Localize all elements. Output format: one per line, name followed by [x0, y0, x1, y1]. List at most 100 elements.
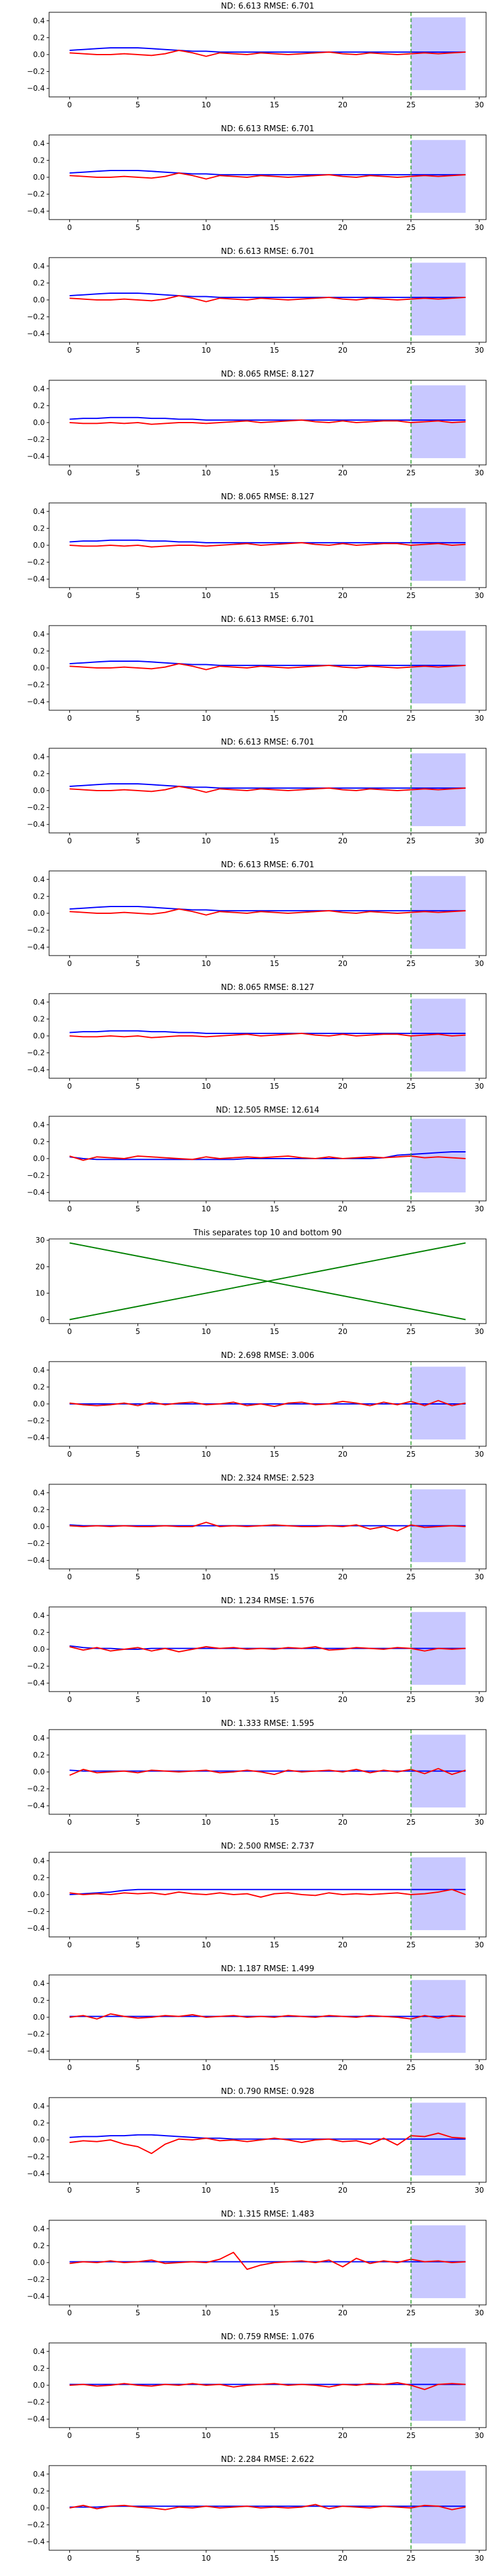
y-tick-label: −0.4: [27, 1924, 45, 1933]
y-tick-label: 0.0: [33, 2258, 45, 2267]
x-tick-label: 0: [68, 1695, 72, 1704]
x-tick-label: 20: [338, 1205, 347, 1213]
subplot-15: ND: 1.333 RMSE: 1.595 0 5 10 15 20 25 30 −0.4 −0.…: [27, 1719, 487, 1827]
y-tick-label: 0.0: [33, 2504, 45, 2512]
x-tick-label: 25: [406, 1941, 416, 1949]
y-tick-label: 0.4: [33, 1489, 45, 1497]
x-tick-label: 0: [68, 591, 72, 600]
prediction-line: [69, 293, 466, 298]
x-tick-label: 25: [406, 2309, 416, 2317]
y-tick-label: 0.4: [33, 17, 45, 25]
y-tick-label: 0.2: [33, 1628, 45, 1636]
x-tick-label: 25: [406, 101, 416, 109]
x-tick-label: 0: [68, 346, 72, 355]
x-tick-label: 10: [201, 346, 211, 355]
actual-line: [69, 2013, 466, 2020]
actual-line: [69, 2252, 466, 2270]
y-tick-label: 0.4: [33, 1121, 45, 1129]
prediction-line: [69, 539, 466, 543]
x-tick-label: 20: [338, 2431, 347, 2440]
y-tick-label: −0.4: [27, 2537, 45, 2546]
x-tick-label: 20: [338, 2063, 347, 2072]
y-tick-label: 0.0: [33, 2013, 45, 2022]
y-tick-label: 0.0: [33, 1768, 45, 1776]
x-tick-label: 30: [474, 1082, 484, 1091]
y-tick-label: 0.2: [33, 1996, 45, 2004]
subplot-title: ND: 8.065 RMSE: 8.127: [221, 370, 314, 379]
x-tick-label: 20: [338, 346, 347, 355]
y-tick-label: 0.4: [33, 998, 45, 1006]
subplot-title: ND: 2.698 RMSE: 3.006: [221, 1351, 314, 1360]
actual-line: [69, 1155, 466, 1161]
x-tick-label: 10: [201, 2431, 211, 2440]
x-tick-label: 0: [68, 1327, 72, 1336]
actual-line: [69, 1522, 466, 1531]
x-tick-label: 5: [136, 223, 141, 232]
x-tick-label: 25: [406, 714, 416, 723]
x-tick-label: 10: [201, 1573, 211, 1581]
x-tick-label: 30: [474, 1327, 484, 1336]
x-tick-label: 30: [474, 1695, 484, 1704]
y-tick-label: 0.2: [33, 2118, 45, 2127]
x-tick-label: 25: [406, 591, 416, 600]
y-tick-label: −0.4: [27, 2047, 45, 2055]
x-tick-label: 30: [474, 346, 484, 355]
y-tick-label: −0.2: [27, 1662, 45, 1671]
x-tick-label: 0: [68, 2063, 72, 2072]
x-tick-label: 30: [474, 2063, 484, 2072]
y-tick-label: 0.2: [33, 2364, 45, 2372]
x-tick-label: 20: [338, 101, 347, 109]
x-tick-label: 5: [136, 2309, 141, 2317]
y-tick-label: 0.2: [33, 769, 45, 778]
y-tick-label: −0.2: [27, 1417, 45, 1425]
subplot-2: ND: 6.613 RMSE: 6.701 0 5 10 15 20 25 30 −0.4 −0.…: [27, 125, 487, 232]
x-tick-label: 15: [269, 101, 279, 109]
y-tick-label: 0.2: [33, 524, 45, 532]
y-tick-label: 0.4: [33, 385, 45, 393]
y-tick-label: 0.0: [33, 418, 45, 427]
x-tick-label: 30: [474, 591, 484, 600]
subplot-9: ND: 8.065 RMSE: 8.127 0 5 10 15 20 25 30 −0.4 −0.…: [27, 983, 487, 1091]
y-tick-label: −0.4: [27, 329, 45, 338]
subplot-title: This separates top 10 and bottom 90: [193, 1229, 341, 1238]
x-tick-label: 30: [474, 1941, 484, 1949]
x-tick-label: 20: [338, 1450, 347, 1459]
x-tick-label: 20: [338, 837, 347, 845]
x-tick-label: 25: [406, 2554, 416, 2563]
actual-line: [69, 2133, 466, 2155]
actual-line: [69, 1032, 466, 1038]
x-tick-label: 5: [136, 1573, 141, 1581]
x-tick-label: 5: [136, 346, 141, 355]
y-tick-label: 0.0: [33, 296, 45, 304]
x-tick-label: 0: [68, 2431, 72, 2440]
x-tick-label: 30: [474, 959, 484, 968]
subplot-7: ND: 6.613 RMSE: 6.701 0 5 10 15 20 25 30 −0.4 −0.…: [27, 738, 487, 845]
x-tick-label: 0: [68, 2309, 72, 2317]
subplot-6: ND: 6.613 RMSE: 6.701 0 5 10 15 20 25 30 −0.4 −0.…: [27, 615, 487, 723]
subplot-17: ND: 1.187 RMSE: 1.499 0 5 10 15 20 25 30 −0.4 −0.…: [27, 1965, 487, 2072]
y-tick-label: 0.2: [33, 401, 45, 410]
prediction-line: [69, 416, 466, 421]
x-tick-label: 15: [269, 1205, 279, 1213]
x-tick-label: 5: [136, 469, 141, 477]
x-tick-label: 10: [201, 223, 211, 232]
y-tick-label: −0.4: [27, 2292, 45, 2301]
x-tick-label: 20: [338, 1082, 347, 1091]
x-tick-label: 25: [406, 2063, 416, 2072]
x-tick-label: 20: [338, 2309, 347, 2317]
uncertainty-band: [411, 1119, 466, 1193]
y-tick-label: −0.2: [27, 2521, 45, 2529]
y-tick-label: −0.4: [27, 820, 45, 829]
x-tick-label: 5: [136, 2186, 141, 2195]
actual-line: [69, 50, 466, 57]
x-tick-label: 5: [136, 1695, 141, 1704]
y-tick-label: 0.0: [33, 50, 45, 59]
x-tick-label: 0: [68, 469, 72, 477]
x-tick-label: 10: [201, 1205, 211, 1213]
x-tick-label: 0: [68, 2554, 72, 2563]
y-tick-label: −0.2: [27, 435, 45, 444]
y-tick-label: −0.2: [27, 803, 45, 812]
y-tick-label: −0.4: [27, 1801, 45, 1810]
y-tick-label: 0.4: [33, 875, 45, 884]
